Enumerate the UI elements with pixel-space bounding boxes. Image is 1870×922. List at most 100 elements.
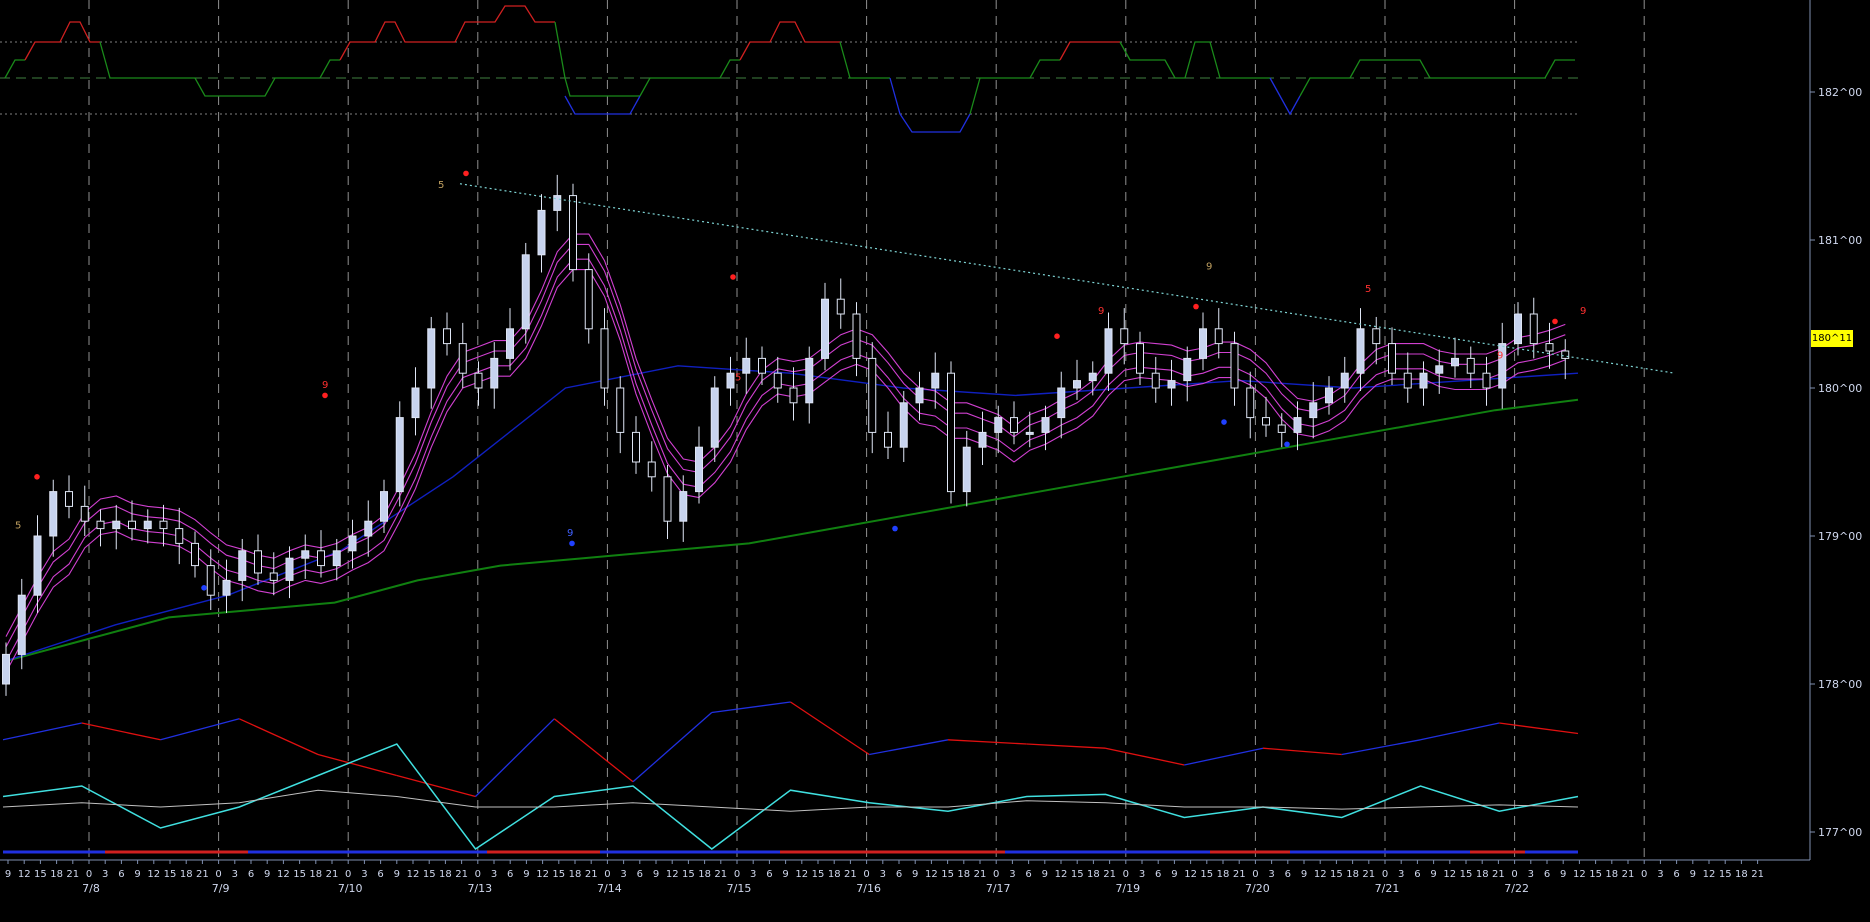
oscillator-segment [1184,747,1264,766]
candle-body [663,476,672,522]
signal-annotation: 5 [735,373,741,384]
date-label: 7/14 [597,882,622,895]
price-axis: 182^00 181^00 180^00 179^00 178^00 177^00 [0,0,1862,861]
oscillator-segment [1262,747,1342,756]
candle-body [1104,328,1113,374]
hour-label: 6 [507,869,513,880]
signal-step-line [24,21,100,61]
candle-body [1498,343,1507,389]
hour-label: 15 [1330,869,1343,880]
oscillator-segment [869,739,949,756]
hour-label: 12 [18,869,31,880]
date-label: 7/20 [1245,882,1270,895]
date-label: 7/9 [212,882,230,895]
candle-body [931,372,940,389]
date-label: 7/17 [986,882,1011,895]
candle-body [80,505,89,522]
red-marker [463,170,469,177]
blue-marker [1284,441,1290,448]
candle-body [1372,328,1381,345]
hour-label: 18 [1346,869,1359,880]
hour-label: 18 [50,869,63,880]
hour-label: 18 [1087,869,1100,880]
candle-body [1277,424,1286,433]
hour-label: 21 [714,869,727,880]
hour-label: 3 [620,869,626,880]
cyan-oscillator [2,743,1579,851]
hour-label: 6 [377,869,383,880]
hour-label: 6 [1544,869,1550,880]
trendline[interactable] [459,183,1676,374]
hour-label: 6 [766,869,772,880]
candle-body [175,528,184,544]
hour-label: 18 [1217,869,1230,880]
signal-annotation: 5 [1365,284,1371,295]
hour-label: 21 [196,869,209,880]
candle-body [65,491,73,507]
hour-label: 12 [1055,869,1068,880]
hour-label: 21 [974,869,987,880]
price-tick-label: 180^00 [1818,382,1862,395]
candle-body [1262,417,1270,426]
candle-body [317,550,325,567]
hour-label: 15 [552,869,565,880]
candle-body [1419,372,1428,389]
candle-body [1041,417,1050,433]
mid-ma-path [2,365,1579,663]
envelope-bands [5,233,1566,673]
signal-step-line [554,21,640,97]
signal-step-line [339,5,555,61]
signal-annotation: 9 [322,380,328,391]
hour-label: 12 [1443,869,1456,880]
hour-label: 18 [957,869,970,880]
candle-body [821,298,829,359]
candle-body [1340,372,1349,389]
candle-body [490,357,499,389]
candle-body [1151,372,1160,389]
candle-body [726,372,735,389]
signal-step-line [739,21,840,61]
hour-label: 9 [1430,869,1436,880]
hour-label: 3 [232,869,238,880]
hour-label: 6 [248,869,254,880]
candle-body [884,431,892,448]
candle-body [254,550,262,574]
envelope-band [5,243,1566,648]
hour-label: 15 [1071,869,1084,880]
candle-body [1403,372,1412,389]
hour-label: 21 [585,869,598,880]
candle-body [789,387,798,404]
hour-label: 0 [1511,869,1517,880]
hour-label: 12 [795,869,808,880]
hour-label: 6 [1673,869,1679,880]
candle-body [632,431,640,463]
signal-step-line [4,59,25,79]
candle-body [1136,343,1144,374]
hour-label: 0 [345,869,351,880]
hour-label: 15 [293,869,306,880]
candle-body [395,417,404,493]
date-label: 7/8 [82,882,100,895]
oscillator-segment [947,739,1027,745]
hour-label: 3 [1268,869,1274,880]
hour-label: 6 [637,869,643,880]
envelope-band [5,269,1566,673]
day-grid [88,0,1645,860]
candle-body [348,535,357,552]
hour-label: 15 [164,869,177,880]
candle-body [159,520,168,530]
hour-label: 9 [912,869,918,880]
signal-line [2,789,1579,812]
hour-label: 0 [734,869,740,880]
hour-label: 18 [180,869,193,880]
date-label: 7/10 [338,882,363,895]
candle-body [364,520,373,537]
candle-body [947,372,955,493]
hour-label: 21 [1362,869,1375,880]
candle-body [695,446,703,493]
hour-label: 15 [1200,869,1213,880]
candle-body [1199,328,1207,359]
candle-body [978,431,987,448]
hour-label: 15 [941,869,954,880]
